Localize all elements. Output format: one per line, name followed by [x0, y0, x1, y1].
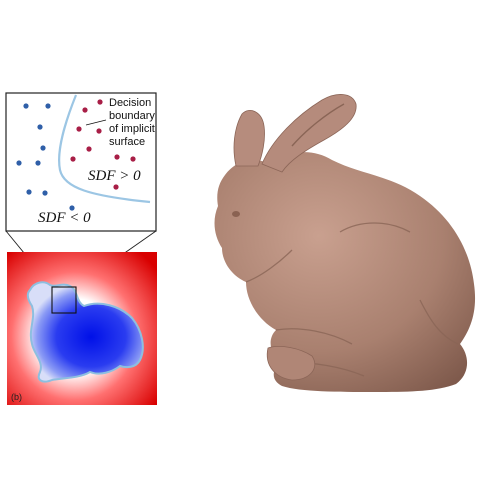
negative-point [16, 160, 22, 166]
negative-point [35, 160, 41, 166]
inset-frame [5, 92, 157, 232]
bunny-eye [232, 211, 240, 217]
bunny-ear-left [233, 110, 265, 167]
bunny-front-paw [266, 346, 316, 381]
positive-point [86, 146, 92, 152]
sdf-heatmap-panel: (b) [7, 252, 157, 405]
positive-point [82, 107, 88, 113]
positive-point [113, 184, 119, 190]
positive-point [76, 126, 82, 132]
negative-point [23, 103, 29, 109]
annotation-line-3: of implicit [109, 123, 155, 135]
positive-point [96, 128, 102, 134]
stanford-bunny-icon [214, 94, 476, 392]
positive-point [70, 156, 76, 162]
positive-point [130, 156, 136, 162]
bunny-body [214, 152, 476, 392]
annotation-line-2: boundary [109, 110, 155, 122]
negative-point [26, 189, 32, 195]
panel-tag: (b) [11, 392, 22, 402]
negative-point [45, 103, 51, 109]
zoom-box [51, 286, 77, 314]
positive-point [114, 154, 120, 160]
negative-point [37, 124, 43, 130]
decision-boundary-curve [58, 94, 151, 204]
negative-point [69, 205, 75, 211]
sdf-inside-region [26, 281, 144, 383]
annotation-line-4: surface [109, 136, 145, 148]
positive-sample-points [70, 99, 136, 190]
bunny-ear-right-inner [291, 103, 345, 147]
bunny-ear-right [261, 94, 357, 173]
positive-point [97, 99, 103, 105]
inset-panel: Decision boundary of implicit surface SD… [5, 92, 157, 232]
region-positive-label: SDF > 0 [88, 168, 141, 184]
bunny-shadow-contours [245, 222, 459, 377]
annotation-line-1: Decision [109, 97, 151, 109]
annotation-pointer [85, 119, 107, 126]
region-negative-label: SDF < 0 [38, 210, 91, 226]
negative-point [42, 190, 48, 196]
negative-point [40, 145, 46, 151]
negative-sample-points [16, 103, 75, 211]
